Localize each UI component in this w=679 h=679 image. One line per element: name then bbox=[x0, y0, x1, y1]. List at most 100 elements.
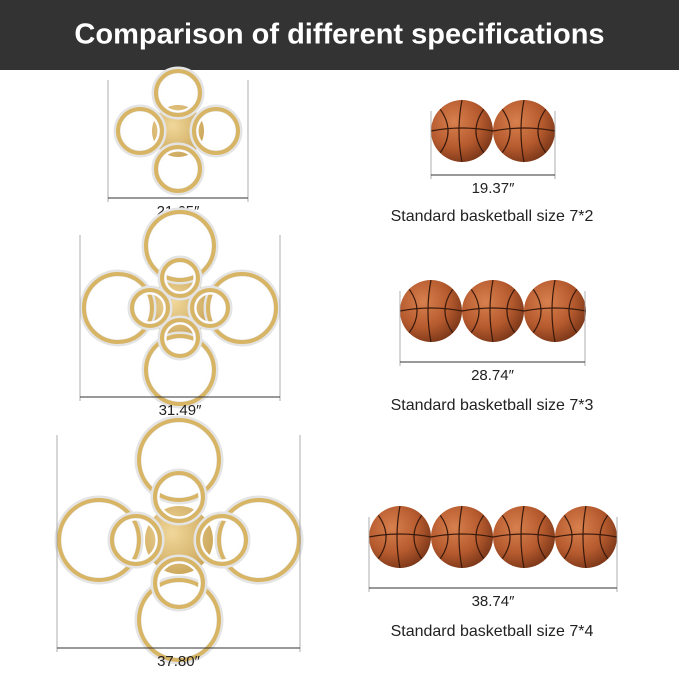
ball-seam bbox=[554, 533, 618, 538]
title: Comparison of different specifications bbox=[74, 19, 604, 51]
ball-seam bbox=[475, 514, 485, 560]
ball-seam bbox=[408, 288, 418, 334]
ball-seam bbox=[492, 127, 556, 132]
lamp-ring bbox=[217, 498, 301, 582]
ball-seam bbox=[506, 288, 516, 334]
caption: Standard basketball size 7*4 bbox=[391, 623, 594, 640]
lamp-ring bbox=[200, 518, 244, 562]
ball-seam bbox=[461, 307, 525, 312]
ball-seam bbox=[520, 505, 525, 569]
lamp-ring bbox=[134, 292, 166, 324]
ball-seam bbox=[537, 108, 547, 154]
ball-width: 28.74″ bbox=[471, 367, 515, 384]
ball-seam bbox=[439, 514, 449, 560]
ball-seam bbox=[568, 288, 578, 334]
lamp-ring bbox=[130, 288, 170, 328]
caption: Standard basketball size 7*3 bbox=[391, 397, 594, 414]
ball-width: 38.74″ bbox=[472, 593, 516, 610]
lamp-plate bbox=[150, 278, 210, 338]
basketball bbox=[493, 100, 555, 162]
header-bar bbox=[0, 0, 679, 70]
basketball bbox=[400, 280, 462, 342]
lamp-ring bbox=[206, 272, 278, 344]
lamp-width: 37.80″ bbox=[157, 653, 201, 670]
lamp-ring bbox=[57, 498, 141, 582]
lamp-ring bbox=[160, 258, 200, 298]
basketball bbox=[462, 280, 524, 342]
lamp-ring bbox=[158, 73, 198, 113]
lamp-ring bbox=[210, 276, 274, 340]
lamp-ring bbox=[116, 107, 164, 155]
lamp-ring bbox=[120, 111, 160, 151]
basketball bbox=[555, 506, 617, 568]
lamp-ring bbox=[110, 514, 162, 566]
ball-seam bbox=[489, 279, 494, 343]
lamp-plate bbox=[145, 506, 213, 574]
lamp-ring bbox=[154, 69, 202, 117]
lamp-ring bbox=[137, 578, 221, 662]
lamp-ring bbox=[148, 338, 212, 402]
ball-seam bbox=[470, 288, 480, 334]
lamp-ring bbox=[61, 502, 137, 578]
ball-seam bbox=[427, 279, 432, 343]
lamp-ring bbox=[141, 422, 217, 498]
lamp-ring bbox=[141, 582, 217, 658]
ball-seam bbox=[537, 514, 547, 560]
lamp-ring bbox=[137, 418, 221, 502]
lamp-ring bbox=[148, 214, 212, 278]
ball-seam bbox=[475, 108, 485, 154]
ball-seam bbox=[563, 514, 573, 560]
ball-seam bbox=[520, 99, 525, 163]
lamp-ring bbox=[190, 288, 230, 328]
ball-seam bbox=[501, 108, 511, 154]
ball-seam bbox=[430, 533, 494, 538]
lamp-ring bbox=[153, 557, 205, 609]
lamp-ring bbox=[160, 318, 200, 358]
ball-seam bbox=[599, 514, 609, 560]
lamp-ring bbox=[114, 518, 158, 562]
ball-seam bbox=[532, 288, 542, 334]
ball-seam bbox=[399, 307, 463, 312]
lamp-ring bbox=[144, 210, 216, 282]
lamp-ring bbox=[153, 471, 205, 523]
lamp-ring bbox=[192, 107, 240, 155]
ball-seam bbox=[492, 533, 556, 538]
lamp-ring bbox=[164, 262, 196, 294]
lamp-ring bbox=[196, 514, 248, 566]
ball-seam bbox=[523, 307, 587, 312]
lamp-ring bbox=[157, 561, 201, 605]
ball-seam bbox=[396, 505, 401, 569]
basketball bbox=[369, 506, 431, 568]
ball-seam bbox=[430, 127, 494, 132]
lamp-ring bbox=[194, 292, 226, 324]
lamp-ring bbox=[154, 145, 202, 193]
lamp-ring bbox=[86, 276, 150, 340]
ball-seam bbox=[368, 533, 432, 538]
lamp-width: 31.49″ bbox=[159, 402, 203, 419]
lamp-ring bbox=[144, 334, 216, 406]
basketball bbox=[524, 280, 586, 342]
ball-seam bbox=[458, 99, 463, 163]
lamp-ring bbox=[158, 149, 198, 189]
ball-width: 19.37″ bbox=[472, 180, 516, 197]
ball-seam bbox=[413, 514, 423, 560]
lamp-ring bbox=[164, 322, 196, 354]
lamp-plate bbox=[152, 105, 204, 157]
caption: Standard basketball size 7*2 bbox=[391, 208, 594, 225]
ball-seam bbox=[551, 279, 556, 343]
basketball bbox=[431, 100, 493, 162]
ball-seam bbox=[582, 505, 587, 569]
ball-seam bbox=[444, 288, 454, 334]
basketball bbox=[493, 506, 555, 568]
ball-seam bbox=[377, 514, 387, 560]
ball-seam bbox=[458, 505, 463, 569]
lamp-ring bbox=[221, 502, 297, 578]
basketball bbox=[431, 506, 493, 568]
lamp-ring bbox=[196, 111, 236, 151]
lamp-ring bbox=[157, 475, 201, 519]
lamp-ring bbox=[82, 272, 154, 344]
ball-seam bbox=[501, 514, 511, 560]
ball-seam bbox=[439, 108, 449, 154]
